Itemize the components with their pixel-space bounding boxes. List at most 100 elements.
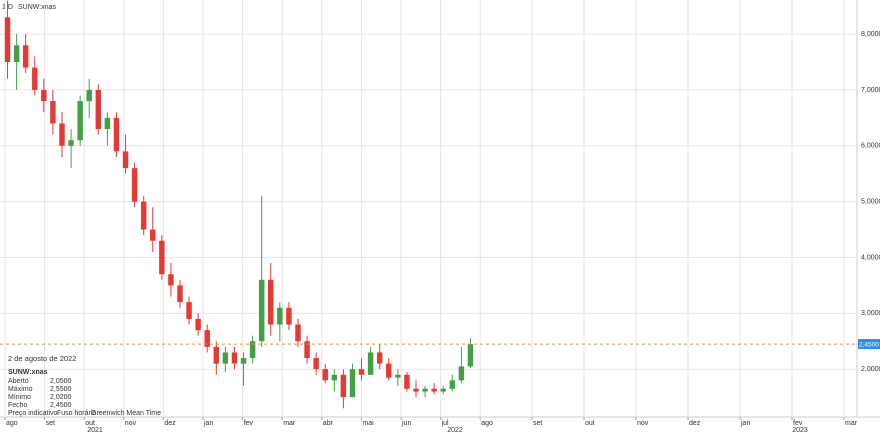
candle-body	[376, 352, 383, 364]
candle-body	[168, 274, 174, 286]
candle-body	[413, 388, 419, 392]
candle-body	[331, 374, 338, 381]
candle-body	[340, 374, 347, 398]
x-tick-label: jan	[740, 420, 750, 427]
candle-body	[277, 307, 283, 325]
candle-body	[104, 117, 111, 130]
info-date: 2 de agosto de 2022	[8, 354, 76, 363]
candle-body	[240, 358, 247, 364]
candle-body	[113, 117, 120, 152]
year-label: 2022	[447, 427, 463, 433]
plot	[0, 0, 857, 417]
candle-body	[295, 324, 301, 342]
info-value: 2,4500	[50, 402, 72, 409]
y-tick-label: 4,0000	[861, 254, 880, 261]
candle-body	[59, 123, 65, 146]
x-tick-label: set	[46, 420, 55, 427]
candle-body	[422, 388, 428, 392]
info-symbol: SUNW:xnas	[8, 369, 48, 376]
info-key: Máximo	[8, 386, 33, 393]
candle-body	[68, 140, 74, 146]
candle-body	[349, 369, 356, 398]
candle-body	[431, 388, 437, 392]
candle-body	[386, 363, 392, 378]
candle-body	[286, 307, 292, 325]
candle-body	[367, 352, 374, 375]
candle-body	[222, 352, 229, 364]
x-tick-label: nov	[125, 420, 137, 427]
info-value: 2,5500	[50, 386, 72, 393]
candle-body	[32, 67, 38, 90]
x-tick-label: set	[533, 420, 542, 427]
candle-body	[395, 374, 401, 378]
x-tick-label: nov	[637, 420, 649, 427]
candle-body	[213, 346, 220, 364]
candle-body	[204, 330, 210, 347]
candle-body	[231, 352, 238, 364]
info-footer: Preço indicativo	[8, 410, 58, 417]
symbol: SUNW:xnas	[18, 4, 56, 11]
candle-body	[122, 151, 129, 169]
info-footer: Fuso horário	[57, 410, 96, 417]
candle-body	[41, 89, 47, 102]
info-key: Mínimo	[8, 394, 31, 401]
candle-body	[304, 341, 310, 359]
candle-body	[458, 366, 465, 381]
x-tick-label: ago	[6, 420, 18, 427]
candle-body	[4, 17, 11, 62]
candle-body	[13, 45, 20, 62]
x-tick-label: dez	[689, 420, 701, 427]
x-tick-label: out	[85, 420, 95, 427]
candle-body	[313, 358, 319, 370]
candle-body	[177, 285, 183, 303]
info-footer: Greenwich Mean Time	[91, 410, 161, 417]
candle-body	[77, 101, 83, 141]
y-tick-label: 8,0000	[861, 31, 880, 38]
x-tick-label: jun	[401, 420, 411, 427]
x-tick-label: ago	[481, 420, 493, 427]
x-tick-label: jul	[441, 420, 449, 427]
y-tick-label: 5,0000	[861, 198, 880, 205]
y-tick-label: 3,0000	[861, 310, 880, 317]
candle-body	[249, 341, 256, 359]
info-key: Aberto	[8, 378, 29, 385]
year-label: 2023	[792, 427, 808, 433]
candle-body	[258, 279, 265, 342]
last-price-tag	[858, 339, 880, 350]
x-tick-label: dez	[164, 420, 176, 427]
candle-body	[322, 369, 328, 381]
x-tick-label: mar	[283, 420, 296, 427]
candle-body	[86, 89, 92, 102]
candle-body	[404, 374, 410, 389]
candle-body	[268, 279, 274, 325]
x-tick-label: fev	[793, 420, 803, 427]
y-tick-label: 2,0000	[861, 366, 880, 373]
candle-body	[150, 229, 156, 241]
candle-body	[131, 168, 138, 202]
info-panel: 2 de agosto de 2022 SUNW:xnas Aberto 2,0500…	[8, 354, 161, 417]
candle-body	[358, 369, 365, 375]
info-value: 2,0500	[50, 378, 72, 385]
info-value: 2,0200	[50, 394, 72, 401]
x-tick-label: mar	[845, 420, 858, 427]
candle-body	[159, 240, 165, 275]
candle-body	[195, 318, 201, 331]
candle-body	[95, 89, 102, 130]
x-tick-label: jan	[203, 420, 213, 427]
last-price-label: 2,4500	[859, 341, 879, 348]
x-tick-label: out	[585, 420, 595, 427]
candle-body	[449, 380, 456, 389]
year-label: 2021	[87, 427, 103, 433]
x-tick-label: fev	[244, 420, 254, 427]
candle-body	[440, 388, 446, 392]
x-tick-label: abr	[323, 420, 334, 427]
info-key: Fecho	[8, 402, 28, 409]
y-tick-label: 7,0000	[861, 87, 880, 94]
x-tick-label: mai	[362, 420, 374, 427]
candle-body	[50, 101, 56, 124]
candle-body	[467, 344, 474, 367]
candle-body	[140, 201, 147, 230]
y-tick-label: 6,0000	[861, 143, 880, 150]
candle-body	[22, 45, 29, 68]
